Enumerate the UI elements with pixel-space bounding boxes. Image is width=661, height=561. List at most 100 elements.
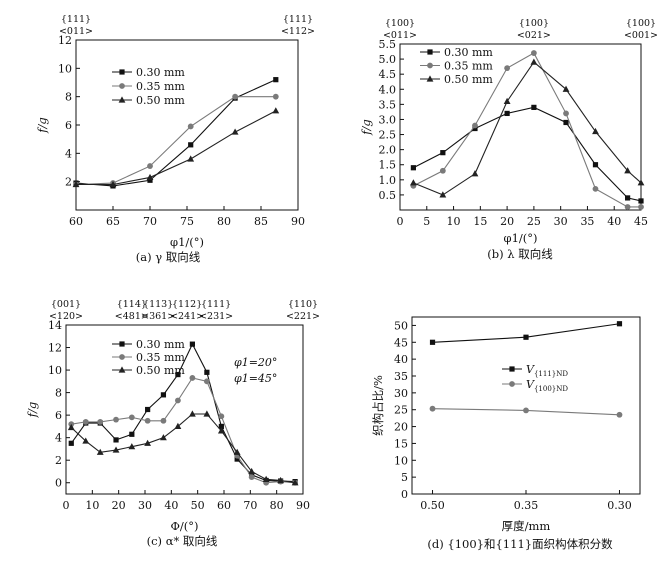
x-tick-label: 10: [447, 215, 461, 228]
x-tick-label: 70: [243, 499, 257, 512]
legend-label: 0.50 mm: [136, 364, 185, 377]
chart-caption: (a) γ 取向线: [136, 250, 201, 264]
y-tick-label: 5.5: [379, 38, 397, 51]
series-line-1: [70, 342, 296, 483]
legend-marker: [427, 62, 433, 69]
data-point: [160, 417, 167, 424]
legend-marker: [427, 49, 433, 55]
y-tick-label: 50: [394, 319, 408, 332]
orientation-plane-label: {113}: [143, 299, 173, 310]
plot-frame: [399, 43, 642, 211]
y-tick-label: 2: [65, 176, 72, 189]
x-tick-label: 0.50: [420, 499, 445, 512]
x-tick-label: 75: [180, 215, 194, 228]
data-point: [563, 110, 569, 117]
y-tick-label: 6: [65, 119, 72, 132]
legend-marker: [119, 69, 125, 75]
data-point: [218, 413, 225, 420]
x-tick-label: 30: [138, 499, 152, 512]
legend-label: 0.35 mm: [444, 60, 493, 73]
data-point: [592, 162, 599, 168]
data-point: [530, 50, 537, 56]
orientation-plane-label: {111}: [61, 14, 91, 25]
y-axis-label: 织构占比/%: [371, 375, 385, 436]
legend-marker: [118, 96, 126, 103]
legend-label: 0.50 mm: [444, 73, 493, 86]
data-point: [592, 185, 599, 192]
y-tick-label: 8: [65, 91, 72, 104]
data-point: [67, 423, 75, 431]
x-tick-label: 60: [69, 215, 83, 228]
series-line-1: [75, 79, 277, 187]
x-tick-label: 25: [527, 215, 541, 228]
data-point: [523, 334, 529, 340]
chart-panel-c: 0 2 4 6 8 10 12 14 0 10 20 30 40 50 60 70 80 90 Φ/(°) f/g (c…: [25, 299, 320, 548]
series-line-1: [413, 106, 642, 202]
data-point: [531, 104, 537, 110]
data-point: [504, 110, 510, 117]
chart-legend: 0.30 mm0.35 mm0.50 mm: [112, 338, 185, 377]
data-point: [218, 423, 224, 429]
data-point: [503, 97, 511, 104]
x-tick-label: 0.35: [514, 499, 539, 512]
orientation-direction-label: <221>: [286, 311, 320, 322]
data-point: [189, 341, 195, 347]
data-point: [96, 448, 104, 455]
data-point: [440, 150, 446, 156]
x-tick-label: 90: [296, 499, 310, 512]
x-tick-label: 15: [473, 215, 487, 228]
orientation-plane-label: {001}: [51, 299, 81, 310]
y-axis-label: f/g: [25, 402, 39, 419]
data-point: [234, 456, 240, 462]
orientation-direction-label: <001>: [624, 30, 658, 41]
y-tick-label: 4: [65, 147, 72, 160]
x-tick-label: 85: [254, 215, 268, 228]
x-tick-label: 5: [423, 215, 430, 228]
data-point: [563, 119, 569, 126]
chart-legend: 0.30 mm0.35 mm0.50 mm: [112, 66, 185, 107]
x-tick-label: 10: [85, 499, 99, 512]
legend-marker: [119, 83, 125, 89]
data-point: [429, 405, 436, 412]
data-point: [204, 369, 210, 375]
x-tick-label: 40: [164, 499, 178, 512]
data-point: [146, 173, 154, 181]
data-point: [523, 407, 529, 414]
x-axis-label: 厚度/mm: [502, 519, 551, 533]
y-tick-label: 5.0: [379, 53, 397, 66]
data-point: [188, 142, 194, 148]
data-point: [624, 204, 631, 210]
chart-annotation: φ1=20°: [234, 356, 277, 369]
data-point: [82, 437, 90, 444]
plot-frame: [411, 316, 641, 495]
y-tick-label: 3.5: [379, 98, 397, 111]
x-tick-label: 20: [112, 499, 126, 512]
x-tick-label: 20: [500, 215, 514, 228]
orientation-direction-label: <481>: [115, 311, 149, 322]
legend-label-sub: {100}ND: [534, 385, 568, 393]
data-point: [217, 427, 225, 434]
legend-label-main: V: [526, 378, 535, 391]
data-point: [248, 467, 256, 475]
data-point: [248, 474, 255, 480]
x-tick-label: 70: [143, 215, 157, 228]
x-tick-label: 80: [270, 499, 284, 512]
y-tick-label: 12: [58, 34, 72, 47]
x-tick-label: 35: [580, 215, 594, 228]
y-tick-label: 10: [394, 454, 408, 467]
orientation-direction-label: <241>: [170, 311, 204, 322]
plot-frame: [65, 324, 304, 495]
legend-label: 0.30 mm: [136, 66, 185, 79]
data-point: [160, 434, 167, 441]
y-tick-label: 40: [394, 353, 408, 366]
series-line-3: [76, 110, 277, 186]
data-point: [147, 163, 153, 169]
data-point: [145, 406, 151, 413]
data-point: [233, 448, 241, 455]
chart-caption: (c) α* 取向线: [147, 534, 218, 548]
orientation-direction-label: <120>: [49, 311, 83, 322]
data-point: [82, 418, 89, 425]
data-point: [472, 122, 478, 129]
y-tick-label: 4.5: [379, 68, 397, 81]
data-point: [112, 446, 120, 453]
